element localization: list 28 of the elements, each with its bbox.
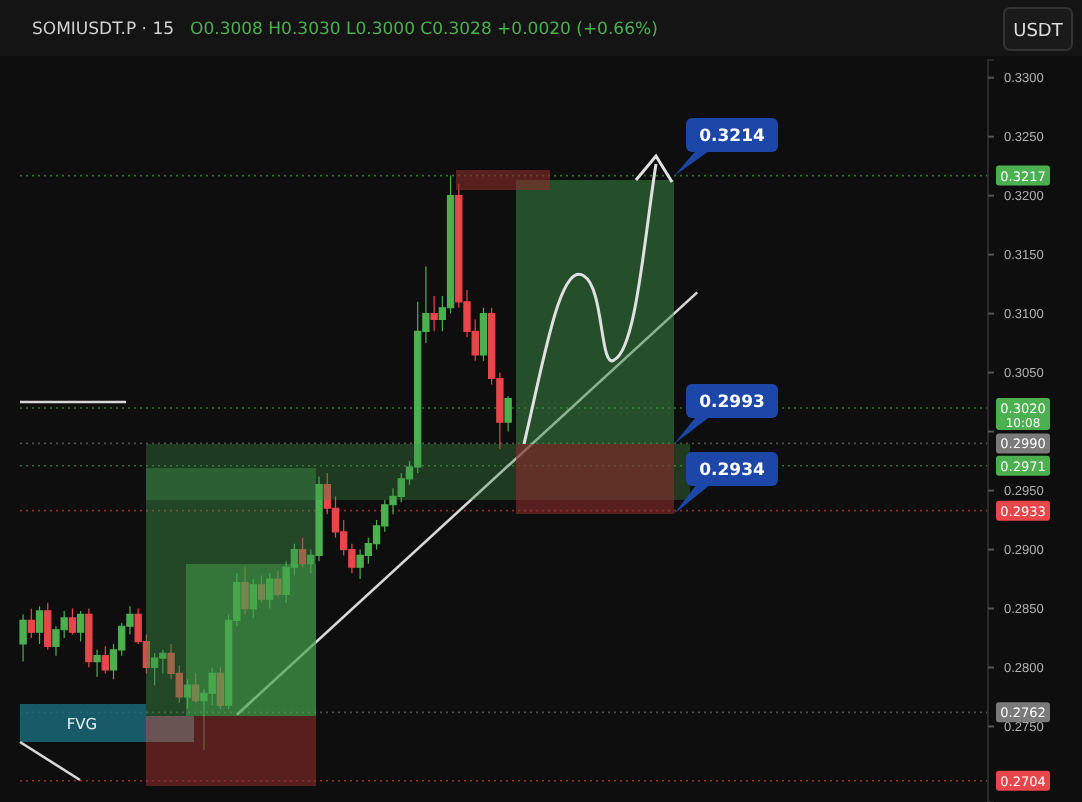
candlestick [274,570,282,598]
candlestick [27,607,35,639]
annotation: 0.2993 [699,393,765,413]
candlestick [298,537,307,568]
candlestick [44,602,52,651]
text: USDT [1013,22,1064,42]
candlestick [192,672,200,704]
candlestick [93,649,101,678]
chart-subtitle: O0.3008 H0.3030 L0.3000 C0.3028 +0.0020 (+0.66%) [190,20,658,40]
annotation: 0.2934 [699,461,765,481]
candlestick [241,566,249,616]
candlestick [430,295,438,332]
chart-title: SOMIUSDT.P · 15 [32,20,175,40]
candlestick [479,307,488,362]
candlestick [35,605,44,645]
candlestick [249,578,257,619]
annotation: 0.3214 [699,127,765,147]
candlestick [19,613,27,663]
candlestick [216,666,225,710]
candlestick [266,572,274,610]
candlestick [68,607,77,636]
candlestick [85,607,93,669]
candlestick [101,645,109,675]
candlestick [504,395,512,433]
candlestick [183,678,192,710]
candlestick [76,610,85,643]
candlestick [257,574,266,604]
candlestick [150,652,159,686]
